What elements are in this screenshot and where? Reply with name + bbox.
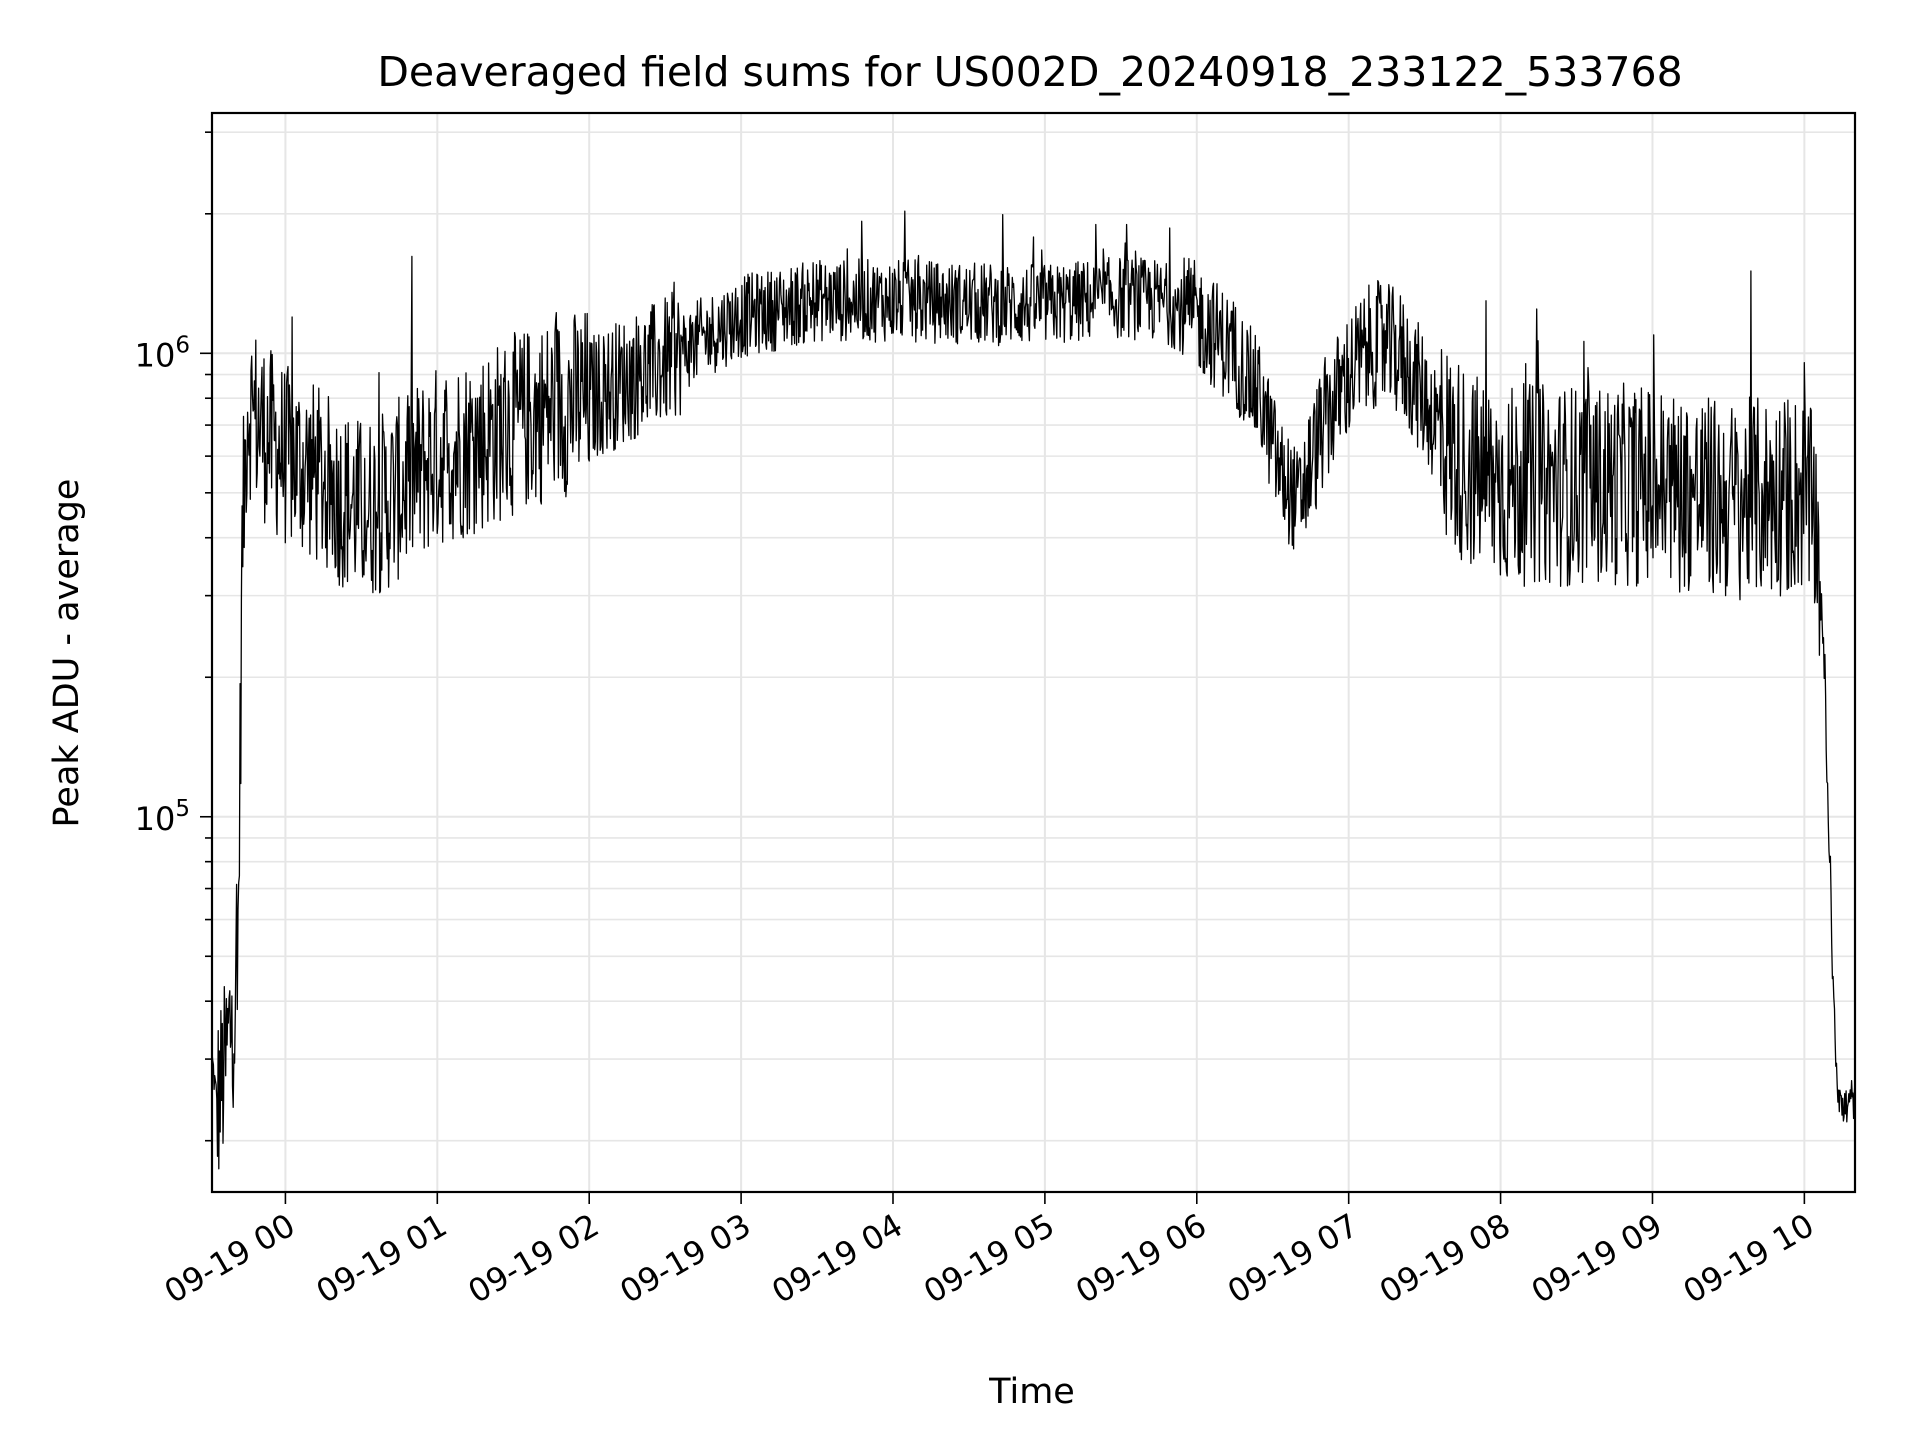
series-group [211,210,1856,1170]
plot-frame [210,111,1857,1194]
x-axis-label: Time [988,1372,1075,1412]
y-axis: 105 106 [135,131,212,1142]
chart-title: Deaveraged field sums for US002D_2024091… [377,48,1682,96]
y-tick-label: 106 [135,332,190,374]
series-line [211,210,1856,1170]
grid [212,113,1855,1192]
y-tick-label: 105 [135,796,190,838]
y-axis-label: Peak ADU - average [47,479,87,828]
